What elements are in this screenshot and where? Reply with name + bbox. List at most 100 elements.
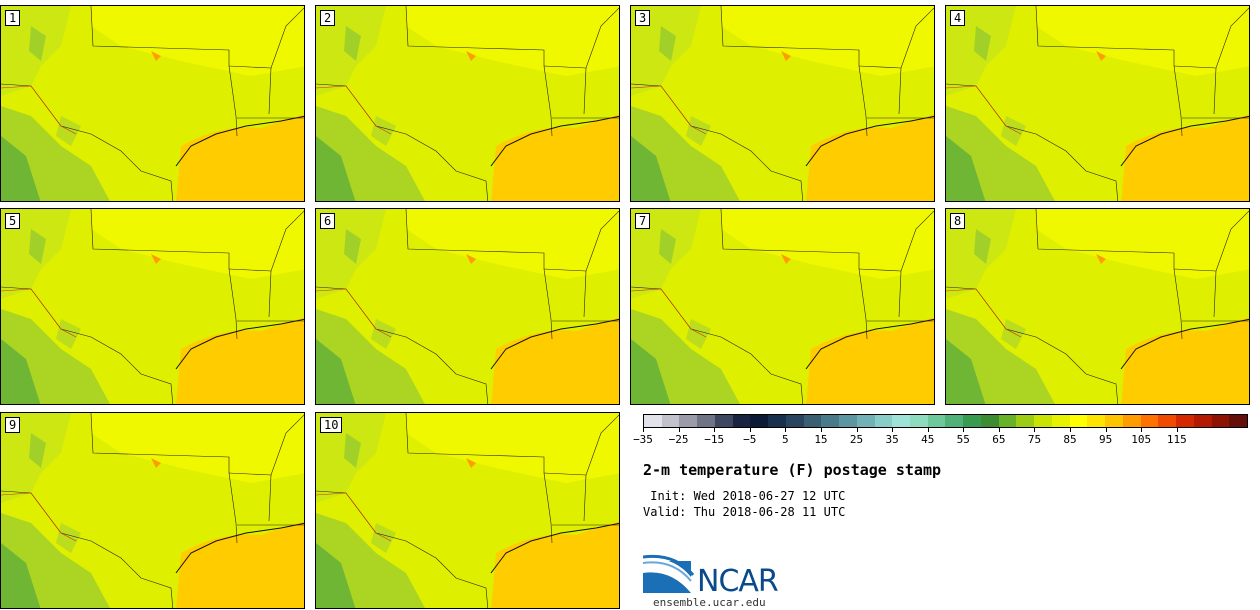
member-panel-6: 6 bbox=[315, 208, 620, 405]
member-label: 6 bbox=[320, 213, 336, 229]
colorbar-segment bbox=[1069, 415, 1088, 427]
colorbar bbox=[643, 414, 1248, 428]
valid-time: Valid: Thu 2018-06-28 11 UTC bbox=[643, 505, 846, 519]
colorbar-tick bbox=[927, 428, 929, 432]
colorbar-segment bbox=[892, 415, 911, 427]
member-panel-2: 2 bbox=[315, 5, 620, 202]
logo-url: ensemble.ucar.edu bbox=[653, 596, 766, 609]
member-label: 2 bbox=[320, 10, 336, 26]
colorbar-segment bbox=[803, 415, 822, 427]
colorbar-segment bbox=[1176, 415, 1194, 427]
member-panel-8: 8 bbox=[945, 208, 1250, 405]
colorbar-tick-label: 5 bbox=[782, 433, 789, 446]
member-panel-7: 7 bbox=[630, 208, 935, 405]
colorbar-segment bbox=[839, 415, 857, 427]
colorbar-tick bbox=[714, 428, 716, 432]
logo-brand: NCAR bbox=[697, 564, 779, 599]
colorbar-segment bbox=[1229, 415, 1247, 427]
colorbar-segment bbox=[874, 415, 893, 427]
colorbar-segment bbox=[1193, 415, 1212, 427]
colorbar-segment bbox=[714, 415, 733, 427]
colorbar-tick-label: 65 bbox=[992, 433, 1006, 446]
colorbar-tick-label: 55 bbox=[956, 433, 970, 446]
colorbar-segment bbox=[750, 415, 769, 427]
member-label: 9 bbox=[5, 417, 21, 433]
member-label: 8 bbox=[950, 213, 966, 229]
colorbar-segment bbox=[1105, 415, 1123, 427]
member-map-8 bbox=[946, 209, 1249, 404]
colorbar-tick bbox=[1034, 428, 1036, 432]
colorbar-segment bbox=[1016, 415, 1035, 427]
colorbar-tick-label: −5 bbox=[743, 433, 757, 446]
member-label: 4 bbox=[950, 10, 966, 26]
colorbar-tick bbox=[749, 428, 751, 432]
member-panel-4: 4 bbox=[945, 5, 1250, 202]
colorbar-tick-label: −15 bbox=[704, 433, 725, 446]
init-time: Init: Wed 2018-06-27 12 UTC bbox=[643, 489, 846, 503]
member-panel-1: 1 bbox=[0, 5, 305, 202]
colorbar-tick-label: 115 bbox=[1166, 433, 1187, 446]
colorbar-segment bbox=[697, 415, 715, 427]
colorbar-segment bbox=[821, 415, 840, 427]
colorbar-segment bbox=[945, 415, 964, 427]
member-panel-5: 5 bbox=[0, 208, 305, 405]
colorbar-segment bbox=[1211, 415, 1230, 427]
colorbar-segment bbox=[768, 415, 786, 427]
colorbar-tick-label: 25 bbox=[849, 433, 864, 446]
member-map-10 bbox=[316, 413, 619, 608]
member-panel-9: 9 bbox=[0, 412, 305, 609]
colorbar-ticks: −35 −25 −15 −5 5 15 25 35 45 55 65 75 85 95 105 115 bbox=[633, 428, 1248, 448]
member-label: 7 bbox=[635, 213, 651, 229]
colorbar-segment bbox=[998, 415, 1017, 427]
colorbar-tick bbox=[1176, 428, 1178, 432]
colorbar-tick-label: 85 bbox=[1063, 433, 1077, 446]
colorbar-tick-label: 35 bbox=[885, 433, 899, 446]
member-map-7 bbox=[631, 209, 934, 404]
member-label: 5 bbox=[5, 213, 21, 229]
member-label: 3 bbox=[635, 10, 651, 26]
colorbar-tick bbox=[963, 428, 965, 432]
colorbar-tick-label: 105 bbox=[1131, 433, 1152, 446]
colorbar-segment bbox=[1034, 415, 1052, 427]
colorbar-segment bbox=[1158, 415, 1177, 427]
colorbar-tick-label: 75 bbox=[1027, 433, 1042, 446]
colorbar-segment bbox=[644, 415, 662, 427]
member-panel-10: 10 bbox=[315, 412, 620, 609]
chart-title: 2-m temperature (F) postage stamp bbox=[643, 461, 942, 479]
colorbar-tick bbox=[1105, 428, 1107, 432]
member-label: 1 bbox=[5, 10, 21, 26]
member-panel-3: 3 bbox=[630, 5, 935, 202]
colorbar-tick bbox=[643, 428, 644, 432]
colorbar-segment bbox=[661, 415, 680, 427]
colorbar-segment bbox=[679, 415, 698, 427]
colorbar-tick-label: −25 bbox=[668, 433, 689, 446]
colorbar-segment bbox=[856, 415, 875, 427]
colorbar-tick-label: 15 bbox=[814, 433, 828, 446]
colorbar-segment bbox=[1122, 415, 1141, 427]
colorbar-tick bbox=[856, 428, 858, 432]
colorbar-tick bbox=[892, 428, 894, 432]
member-label: 10 bbox=[320, 417, 343, 433]
colorbar-tick bbox=[678, 428, 680, 432]
ncar-logo-icon bbox=[643, 554, 695, 593]
colorbar-tick bbox=[1070, 428, 1072, 432]
colorbar-segment bbox=[732, 415, 751, 427]
colorbar-tick-label: 95 bbox=[1099, 433, 1113, 446]
colorbar-tick bbox=[785, 428, 787, 432]
colorbar-tick-label: 45 bbox=[921, 433, 935, 446]
member-map-2 bbox=[316, 6, 619, 201]
member-map-6 bbox=[316, 209, 619, 404]
colorbar-segment bbox=[910, 415, 928, 427]
colorbar-segment bbox=[785, 415, 804, 427]
colorbar-segment bbox=[980, 415, 999, 427]
colorbar-segment bbox=[1140, 415, 1159, 427]
member-map-3 bbox=[631, 6, 934, 201]
member-map-5 bbox=[1, 209, 304, 404]
colorbar-segment bbox=[1087, 415, 1106, 427]
colorbar-segment bbox=[963, 415, 981, 427]
member-map-9 bbox=[1, 413, 304, 608]
member-map-4 bbox=[946, 6, 1249, 201]
colorbar-segment bbox=[927, 415, 946, 427]
colorbar-tick bbox=[1141, 428, 1143, 432]
colorbar-tick-label: −35 bbox=[633, 433, 653, 446]
